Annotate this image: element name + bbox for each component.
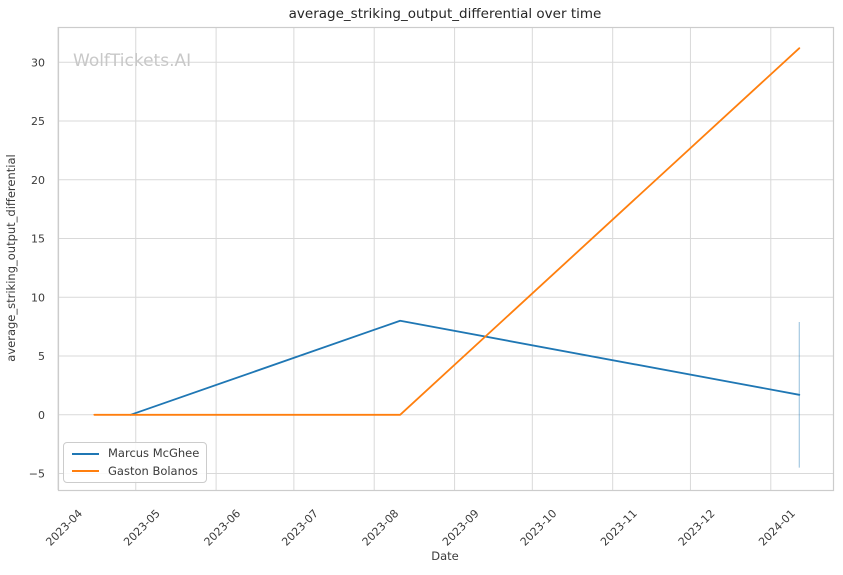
x-tick-label: 2023-07 — [279, 507, 321, 549]
x-tick-label: 2023-09 — [440, 507, 482, 549]
y-tick-label: 25 — [31, 115, 45, 128]
watermark-text: WolfTickets.AI — [73, 51, 191, 71]
y-tick-label: 10 — [31, 291, 45, 304]
x-tick-label: 2023-10 — [518, 507, 560, 549]
x-axis-label: Date — [431, 549, 459, 563]
x-tick-label: 2023-11 — [598, 507, 640, 549]
x-tick-label: 2023-04 — [43, 507, 85, 549]
y-tick-label: 15 — [31, 233, 45, 246]
x-tick-label: 2023-12 — [676, 507, 718, 549]
legend-item-gaston-bolanos: Gaston Bolanos — [72, 463, 206, 478]
y-tick-label: −5 — [29, 468, 45, 481]
x-tick-label: 2024-01 — [756, 507, 798, 549]
y-tick-label: 20 — [31, 174, 45, 187]
series-line-marcus-mcghee — [129, 319, 801, 416]
y-axis-label: average_striking_output_differential — [4, 154, 18, 361]
legend-label: Marcus McGhee — [108, 446, 200, 460]
x-tick-label: 2023-06 — [202, 507, 244, 549]
series-line-gaston-bolanos — [93, 47, 801, 416]
plot-border — [57, 26, 835, 492]
legend: Marcus McGhee Gaston Bolanos — [63, 442, 207, 483]
chart-title: average_striking_output_differential ove… — [289, 6, 602, 22]
legend-label: Gaston Bolanos — [108, 463, 198, 478]
legend-item-marcus-mcghee: Marcus McGhee — [72, 446, 206, 460]
x-tick-label: 2023-05 — [121, 507, 163, 549]
gridlines — [57, 27, 833, 490]
y-tick-label: 30 — [31, 56, 45, 69]
y-tick-label: 0 — [38, 409, 45, 422]
y-tick-label: 5 — [38, 350, 45, 363]
legend-line-swatch-blue — [72, 452, 99, 455]
x-tick-label: 2023-08 — [360, 507, 402, 549]
legend-line-swatch-orange — [72, 470, 99, 473]
plot-series — [93, 47, 801, 468]
